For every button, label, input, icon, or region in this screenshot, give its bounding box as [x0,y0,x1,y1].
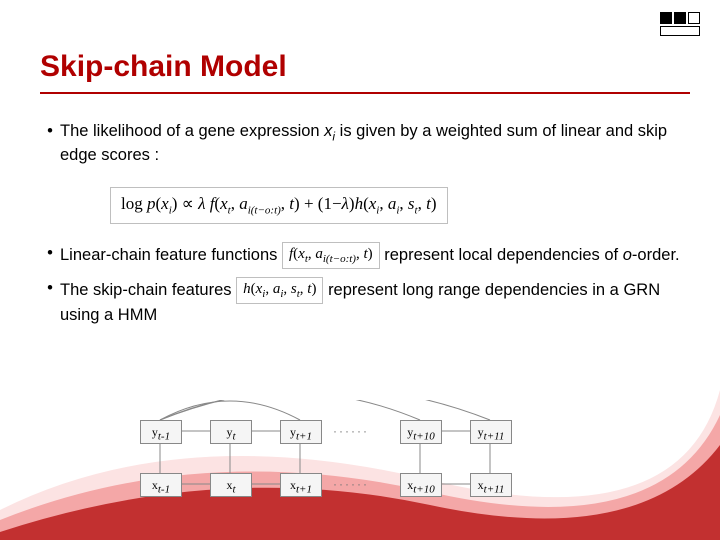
bullet-2: • Linear-chain feature functions f(xt, a… [40,242,680,269]
b2-ord: o [623,246,632,264]
content-area: • The likelihood of a gene expression xi… [40,120,680,334]
x-node: xt-1 [140,473,182,497]
x-node: xt+11 [470,473,512,497]
diagram-dots-bottom: ······ [333,477,369,491]
formula-h: h(xi, ai, st, t) [236,277,323,304]
diagram-dots-top: ······ [333,424,369,438]
b2-pre: Linear-chain feature functions [60,246,282,264]
main-formula: log p(xi) ∝ λ f(xt, ai(t−o:t), t) + (1−λ… [110,187,448,224]
b3-pre: The skip-chain features [60,281,236,299]
y-node: yt+1 [280,420,322,444]
y-node: yt [210,420,252,444]
x-node: xt [210,473,252,497]
diagram-edges [140,400,580,520]
y-node: yt+10 [400,420,442,444]
x-node: xt+10 [400,473,442,497]
slide-title: Skip-chain Model [40,50,287,84]
corner-logo [660,12,700,36]
formula-f: f(xt, ai(t−o:t), t) [282,242,380,269]
bullet-1: • The likelihood of a gene expression xi… [40,120,680,167]
x-node: xt+1 [280,473,322,497]
bullet-3: • The skip-chain features h(xi, ai, st, … [40,277,680,326]
b2-end: -order. [632,246,680,264]
b1-text-pre: The likelihood of a gene expression [60,122,324,140]
title-underline [40,92,690,94]
y-node: yt+11 [470,420,512,444]
skip-chain-diagram: yt-1 xt-1 yt xt yt+1 xt+1 yt+10 xt+10 yt+11 xt+11… [140,400,580,520]
b2-post: represent local dependencies of [384,246,623,264]
y-node: yt-1 [140,420,182,444]
